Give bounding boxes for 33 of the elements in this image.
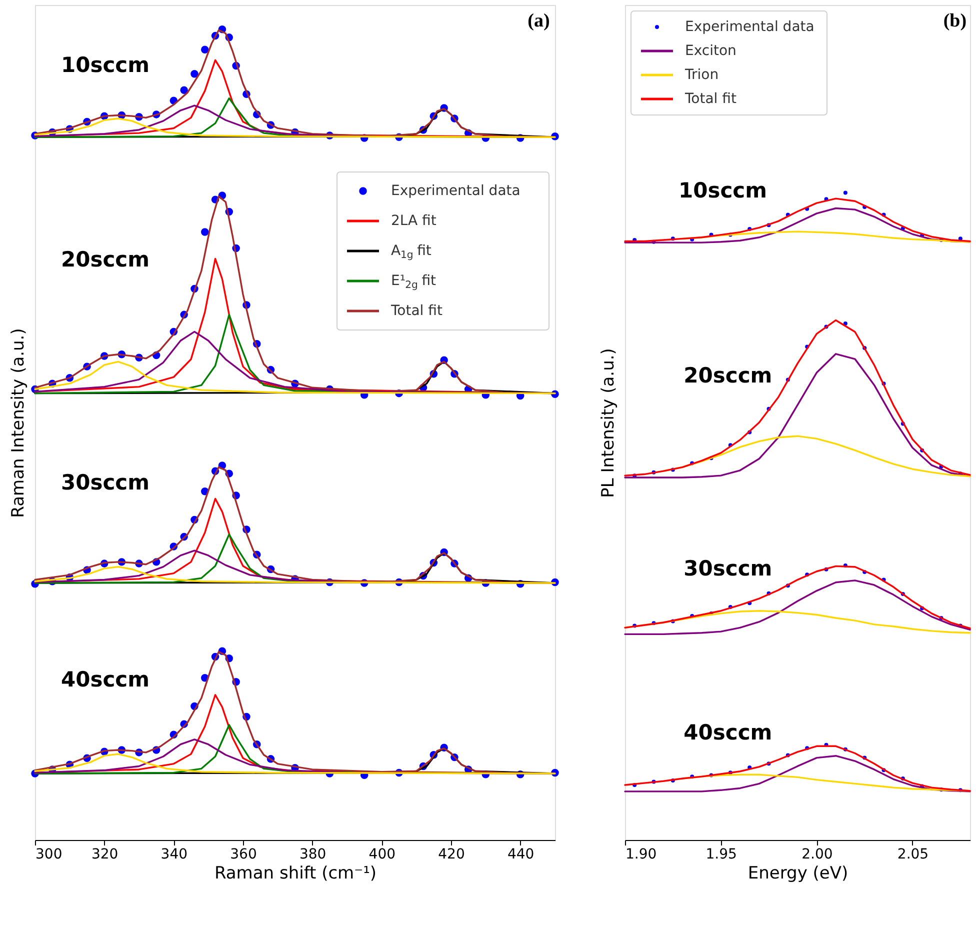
x-tick-label: 320 [91, 846, 118, 862]
x-tick-label: 1.95 [706, 846, 737, 862]
legend-label: Total fit [684, 91, 737, 107]
legend-label: Experimental data [685, 19, 814, 35]
annotation: (a) [528, 10, 550, 32]
annotation: 10sccm [61, 53, 150, 78]
y-axis-title: PL Intensity (a.u.) [598, 348, 618, 498]
x-tick-label: 380 [299, 846, 326, 862]
legend-label: Exciton [685, 43, 736, 59]
annotation: 30sccm [61, 470, 150, 495]
x-tick-label: 2.00 [802, 846, 833, 862]
y-axis-title: Raman Intensity (a.u.) [8, 328, 28, 518]
annotation: 30sccm [684, 556, 772, 581]
x-axis-title: Energy (eV) [748, 864, 848, 884]
x-tick-label: 1.90 [626, 846, 657, 862]
legend-label: 2LA fit [391, 213, 437, 229]
annotation: 40sccm [61, 668, 150, 692]
x-tick-label: 360 [230, 846, 257, 862]
x-tick-label: 420 [438, 846, 465, 862]
x-tick-label: 400 [368, 846, 396, 862]
legend-label: Experimental data [391, 183, 520, 199]
x-tick-label: 300 [36, 846, 62, 862]
annotation: 20sccm [61, 248, 150, 272]
legend-label: Total fit [390, 303, 443, 319]
legend-label: Trion [684, 67, 719, 83]
annotation: 40sccm [684, 720, 772, 744]
x-tick-label: 440 [507, 846, 534, 862]
text: (b) [943, 10, 967, 32]
x-tick-label: 340 [160, 846, 188, 862]
x-tick-label: 2.05 [897, 846, 929, 862]
x-axis-title: Raman shift (cm⁻¹) [214, 864, 377, 884]
annotation: 10sccm [678, 178, 767, 202]
annotation: 20sccm [684, 364, 772, 388]
